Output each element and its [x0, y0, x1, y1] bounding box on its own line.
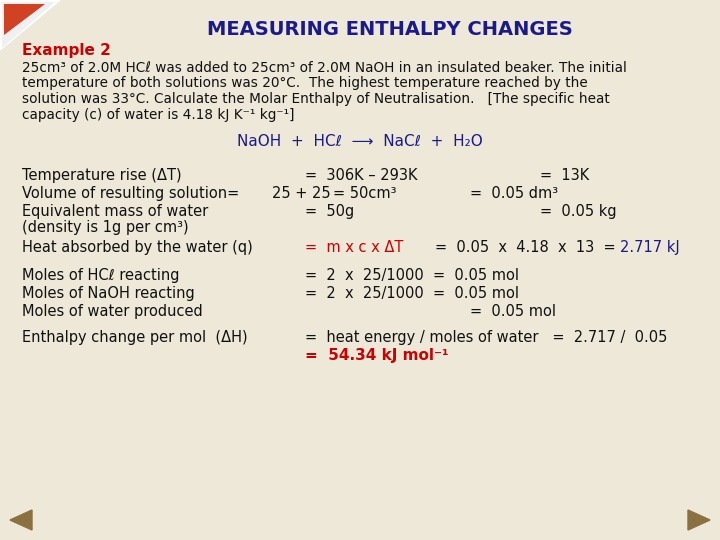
Polygon shape — [2, 2, 55, 48]
Text: =  2  x  25/1000  =  0.05 mol: = 2 x 25/1000 = 0.05 mol — [305, 268, 519, 283]
Text: Example 2: Example 2 — [22, 43, 111, 58]
Text: Equivalent mass of water: Equivalent mass of water — [22, 204, 208, 219]
Text: =  m x c x ΔT: = m x c x ΔT — [305, 240, 403, 255]
Text: Moles of water produced: Moles of water produced — [22, 304, 203, 319]
Text: Moles of HCℓ reacting: Moles of HCℓ reacting — [22, 268, 179, 283]
Text: =  54.34 kJ mol⁻¹: = 54.34 kJ mol⁻¹ — [305, 348, 449, 363]
Text: =  0.05 mol: = 0.05 mol — [470, 304, 556, 319]
Text: NaOH  +  HCℓ  ⟶  NaCℓ  +  H₂O: NaOH + HCℓ ⟶ NaCℓ + H₂O — [237, 134, 483, 149]
Text: =  0.05 kg: = 0.05 kg — [540, 204, 616, 219]
Text: (density is 1g per cm³): (density is 1g per cm³) — [22, 220, 189, 235]
Polygon shape — [688, 510, 710, 530]
Text: =  0.05 dm³: = 0.05 dm³ — [470, 186, 558, 201]
Text: 2.717 kJ: 2.717 kJ — [620, 240, 680, 255]
Text: Heat absorbed by the water (q): Heat absorbed by the water (q) — [22, 240, 253, 255]
Text: =  2  x  25/1000  =  0.05 mol: = 2 x 25/1000 = 0.05 mol — [305, 286, 519, 301]
Polygon shape — [0, 0, 60, 50]
Text: MEASURING ENTHALPY CHANGES: MEASURING ENTHALPY CHANGES — [207, 20, 573, 39]
Text: =  306K – 293K: = 306K – 293K — [305, 168, 418, 183]
Text: Enthalpy change per mol  (ΔH): Enthalpy change per mol (ΔH) — [22, 330, 248, 345]
Text: =  0.05  x  4.18  x  13  =: = 0.05 x 4.18 x 13 = — [435, 240, 616, 255]
Text: temperature of both solutions was 20°C.  The highest temperature reached by the: temperature of both solutions was 20°C. … — [22, 77, 588, 91]
Text: 25cm³ of 2.0M HCℓ was added to 25cm³ of 2.0M NaOH in an insulated beaker. The in: 25cm³ of 2.0M HCℓ was added to 25cm³ of … — [22, 61, 627, 75]
Text: =  13K: = 13K — [540, 168, 589, 183]
Text: Moles of NaOH reacting: Moles of NaOH reacting — [22, 286, 194, 301]
Text: capacity (c) of water is 4.18 kJ K⁻¹ kg⁻¹]: capacity (c) of water is 4.18 kJ K⁻¹ kg⁻… — [22, 107, 294, 122]
Text: =  50g: = 50g — [305, 204, 354, 219]
Polygon shape — [4, 4, 45, 35]
Text: Temperature rise (ΔT): Temperature rise (ΔT) — [22, 168, 181, 183]
Text: 25 + 25: 25 + 25 — [272, 186, 330, 201]
Polygon shape — [10, 510, 32, 530]
Text: Volume of resulting solution=: Volume of resulting solution= — [22, 186, 239, 201]
Text: =  heat energy / moles of water   =  2.717 /  0.05: = heat energy / moles of water = 2.717 /… — [305, 330, 667, 345]
Text: solution was 33°C. Calculate the Molar Enthalpy of Neutralisation.   [The specif: solution was 33°C. Calculate the Molar E… — [22, 92, 610, 106]
Text: = 50cm³: = 50cm³ — [333, 186, 397, 201]
